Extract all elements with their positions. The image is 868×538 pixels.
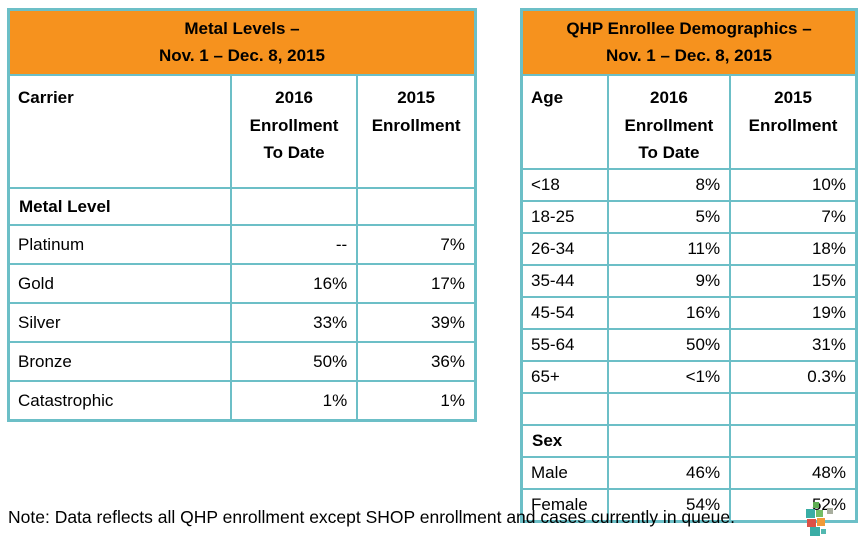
table-row-catastrophic: Catastrophic 1% 1% xyxy=(7,380,477,422)
table-row-gold: Gold 16% 17% xyxy=(7,263,477,305)
row-label: 26-34 xyxy=(520,231,609,266)
row-label: 35-44 xyxy=(520,263,609,298)
demographics-title-line2: Nov. 1 – Dec. 8, 2015 xyxy=(605,46,772,66)
table-row-silver: Silver 33% 39% xyxy=(7,302,477,344)
row-label: Gold xyxy=(7,263,232,305)
empty-cell xyxy=(356,187,477,227)
value-2015: 39% xyxy=(356,302,477,344)
empty-cell xyxy=(606,423,732,458)
table-row-45-54: 45-54 16% 19% xyxy=(520,295,858,330)
empty-cell xyxy=(229,187,359,227)
demographics-header-row: Age 2016 Enrollment To Date 2015 Enrollm… xyxy=(520,74,858,170)
table-row-bronze: Bronze 50% 36% xyxy=(7,341,477,383)
metal-levels-title: Metal Levels – Nov. 1 – Dec. 8, 2015 xyxy=(7,8,477,77)
metal-levels-title-line2: Nov. 1 – Dec. 8, 2015 xyxy=(158,46,325,66)
logo-square-teal xyxy=(806,509,815,518)
column-header-2016-enrollment: 2016 Enrollment To Date xyxy=(229,74,359,190)
table-row-18-25: 18-25 5% 7% xyxy=(520,199,858,234)
metal-levels-table: Metal Levels – Nov. 1 – Dec. 8, 2015 Car… xyxy=(7,8,477,423)
table-row-male: Male 46% 48% xyxy=(520,455,858,490)
table-row-platinum: Platinum -- 7% xyxy=(7,224,477,266)
demographics-title: QHP Enrollee Demographics – Nov. 1 – Dec… xyxy=(520,8,858,77)
value-2016: -- xyxy=(229,224,359,266)
row-label: 65+ xyxy=(520,359,609,394)
value-2015: 19% xyxy=(729,295,858,330)
section-row-sex: Sex xyxy=(520,423,858,458)
column-header-carrier: Carrier xyxy=(7,74,232,190)
value-2015: 10% xyxy=(729,167,858,202)
logo-square-red xyxy=(807,519,816,527)
logo-square-orange xyxy=(817,518,825,526)
spacer-row xyxy=(520,391,858,426)
value-2015: 52% xyxy=(729,487,858,523)
section-row-metal-level: Metal Level xyxy=(7,187,477,227)
value-2015: 18% xyxy=(729,231,858,266)
value-2016: 11% xyxy=(606,231,732,266)
table-row-26-34: 26-34 11% 18% xyxy=(520,231,858,266)
row-label: Bronze xyxy=(7,341,232,383)
value-2016: 46% xyxy=(606,455,732,490)
footnote: Note: Data reflects all QHP enrollment e… xyxy=(8,507,735,527)
value-2016: 50% xyxy=(229,341,359,383)
brand-logo-icon xyxy=(804,500,840,538)
metal-levels-header-row: Carrier 2016 Enrollment To Date 2015 Enr… xyxy=(7,74,477,190)
row-label: Catastrophic xyxy=(7,380,232,422)
table-row-female: Female 54% 52% xyxy=(520,487,858,523)
value-2016: 9% xyxy=(606,263,732,298)
row-label: 55-64 xyxy=(520,327,609,362)
row-label: <18 xyxy=(520,167,609,202)
value-2016: 54% xyxy=(606,487,732,523)
value-2016: 8% xyxy=(606,167,732,202)
value-2015: 36% xyxy=(356,341,477,383)
metal-levels-title-row: Metal Levels – Nov. 1 – Dec. 8, 2015 xyxy=(7,8,477,77)
logo-square-teal-small xyxy=(821,529,826,534)
column-header-2015-enrollment: 2015 Enrollment xyxy=(729,74,858,170)
value-2015: 0.3% xyxy=(729,359,858,394)
value-2016: 50% xyxy=(606,327,732,362)
value-2016: <1% xyxy=(606,359,732,394)
table-row-65-plus: 65+ <1% 0.3% xyxy=(520,359,858,394)
row-label: Female xyxy=(520,487,609,523)
empty-cell xyxy=(729,423,858,458)
value-2015: 7% xyxy=(729,199,858,234)
logo-square-green xyxy=(813,502,819,508)
qhp-demographics-table: QHP Enrollee Demographics – Nov. 1 – Dec… xyxy=(520,8,858,523)
value-2015: 48% xyxy=(729,455,858,490)
empty-cell xyxy=(606,391,732,426)
row-label: 18-25 xyxy=(520,199,609,234)
logo-square-teal xyxy=(810,527,820,536)
logo-square-gray xyxy=(827,508,833,514)
demographics-title-line1: QHP Enrollee Demographics – xyxy=(566,19,812,38)
row-label: Male xyxy=(520,455,609,490)
logo-square-green xyxy=(816,510,823,517)
value-2016: 1% xyxy=(229,380,359,422)
demographics-title-row: QHP Enrollee Demographics – Nov. 1 – Dec… xyxy=(520,8,858,77)
empty-cell xyxy=(520,391,609,426)
section-label: Sex xyxy=(520,423,609,458)
column-header-age: Age xyxy=(520,74,609,170)
empty-cell xyxy=(729,391,858,426)
value-2016: 16% xyxy=(229,263,359,305)
column-header-2016-enrollment: 2016 Enrollment To Date xyxy=(606,74,732,170)
table-row-35-44: 35-44 9% 15% xyxy=(520,263,858,298)
value-2016: 33% xyxy=(229,302,359,344)
section-label: Metal Level xyxy=(7,187,232,227)
value-2015: 31% xyxy=(729,327,858,362)
value-2015: 7% xyxy=(356,224,477,266)
value-2015: 15% xyxy=(729,263,858,298)
value-2015: 17% xyxy=(356,263,477,305)
value-2015: 1% xyxy=(356,380,477,422)
column-header-2015-enrollment: 2015 Enrollment xyxy=(356,74,477,190)
value-2016: 16% xyxy=(606,295,732,330)
value-2016: 5% xyxy=(606,199,732,234)
table-row-55-64: 55-64 50% 31% xyxy=(520,327,858,362)
row-label: 45-54 xyxy=(520,295,609,330)
table-row-under-18: <18 8% 10% xyxy=(520,167,858,202)
row-label: Platinum xyxy=(7,224,232,266)
metal-levels-title-line1: Metal Levels – xyxy=(184,19,300,38)
row-label: Silver xyxy=(7,302,232,344)
